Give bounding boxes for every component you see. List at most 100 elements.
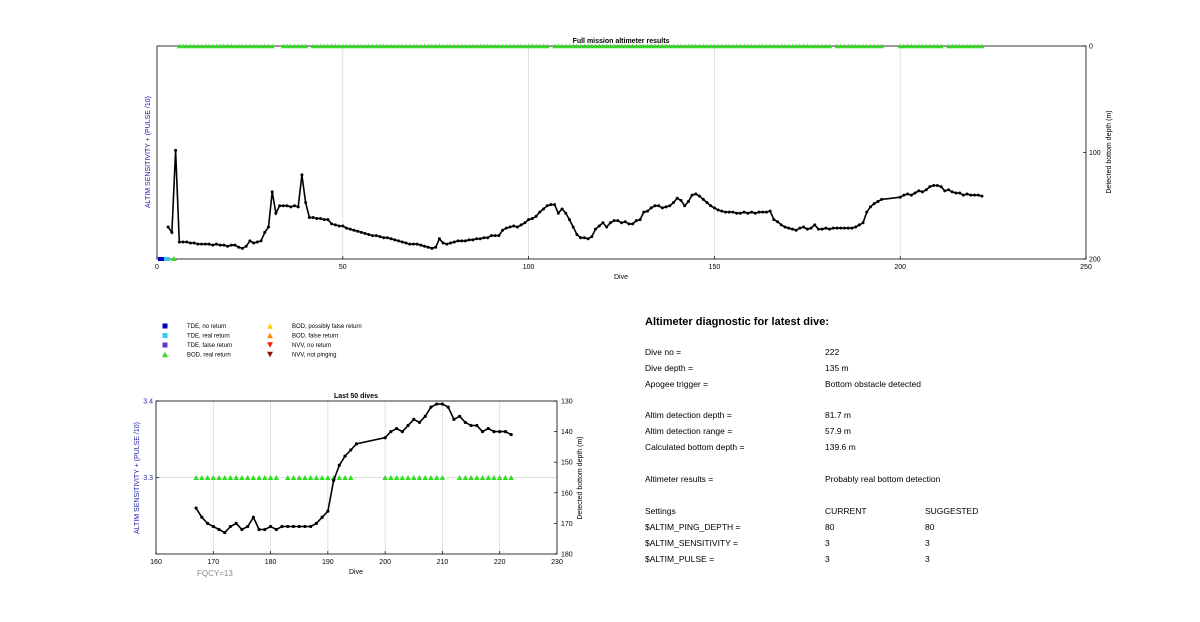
depth-point bbox=[738, 211, 742, 215]
bod-marker bbox=[285, 475, 291, 480]
settings-header-cell: Settings bbox=[645, 506, 676, 516]
bod-marker bbox=[775, 43, 781, 49]
depth-point bbox=[226, 244, 230, 248]
bod-marker bbox=[674, 43, 680, 49]
bod-marker bbox=[474, 43, 480, 49]
bod-marker bbox=[204, 475, 211, 480]
depth-point bbox=[229, 243, 233, 247]
bod-marker bbox=[407, 43, 413, 49]
depth-point bbox=[798, 226, 802, 230]
last50-depth-point bbox=[268, 524, 273, 529]
bod-marker bbox=[522, 43, 528, 49]
bod-marker bbox=[251, 43, 257, 49]
diagnostic-label: Altim detection range = bbox=[645, 426, 732, 436]
legend-triangle-icon bbox=[267, 351, 273, 358]
legend-triangle-icon bbox=[267, 332, 273, 339]
last50-depth-points bbox=[194, 402, 513, 535]
depth-point bbox=[345, 226, 349, 230]
depth-point bbox=[802, 225, 806, 229]
depth-point bbox=[363, 231, 367, 235]
depth-point bbox=[731, 210, 735, 214]
depth-point bbox=[174, 148, 178, 152]
depth-point bbox=[423, 244, 427, 248]
bod-marker bbox=[752, 43, 758, 49]
bod-marker bbox=[325, 475, 331, 480]
depth-point bbox=[426, 245, 430, 249]
bod-marker bbox=[405, 475, 411, 480]
last50-depth-point bbox=[469, 423, 473, 428]
bod-marker bbox=[916, 43, 922, 49]
last50-bod-markers bbox=[193, 475, 514, 480]
bod-marker bbox=[589, 43, 595, 49]
depth-point bbox=[471, 238, 475, 242]
depth-point bbox=[404, 241, 408, 245]
depth-point bbox=[712, 206, 716, 210]
main-y-tick-label: 200 bbox=[1089, 257, 1101, 264]
depth-point bbox=[181, 240, 185, 244]
depth-point bbox=[816, 227, 820, 231]
last50-depth-point bbox=[349, 448, 353, 452]
depth-point bbox=[947, 188, 951, 192]
diagnostic-heading: Altimeter diagnostic for latest dive: bbox=[645, 316, 829, 328]
depth-point bbox=[965, 192, 969, 196]
bod-marker bbox=[581, 43, 587, 49]
depth-point bbox=[924, 188, 928, 192]
depth-point bbox=[564, 211, 568, 215]
depth-point bbox=[783, 225, 787, 229]
main-y-tick-label: 0 bbox=[1089, 44, 1093, 51]
depth-point bbox=[240, 246, 244, 250]
depth-point bbox=[809, 226, 813, 230]
depth-point bbox=[590, 235, 594, 239]
depth-point bbox=[434, 245, 438, 249]
last50-depth-point bbox=[274, 527, 278, 532]
last50-depth-point bbox=[211, 524, 215, 529]
depth-point bbox=[768, 209, 772, 213]
bod-marker bbox=[269, 43, 275, 49]
bod-marker bbox=[265, 43, 271, 49]
depth-point bbox=[482, 236, 486, 240]
depth-point bbox=[553, 203, 557, 207]
last50-x-tick-label: 220 bbox=[494, 559, 506, 566]
depth-point bbox=[898, 195, 902, 199]
depth-point bbox=[315, 217, 319, 221]
bod-marker bbox=[474, 475, 480, 480]
bod-marker bbox=[633, 43, 639, 49]
last50-depth-point bbox=[435, 402, 439, 406]
settings-table: Settings CURRENT SUGGESTED $ALTIM_PING_DEPT… bbox=[645, 506, 978, 564]
depth-point bbox=[943, 189, 947, 193]
last50-depth-point bbox=[509, 433, 513, 437]
bod-marker bbox=[370, 43, 376, 49]
depth-point bbox=[285, 204, 289, 208]
last50-depth-point bbox=[354, 442, 359, 446]
settings-cell: 80 bbox=[925, 522, 935, 532]
bod-marker bbox=[485, 475, 492, 480]
bod-marker bbox=[340, 43, 346, 49]
bod-marker bbox=[247, 43, 253, 49]
last50-y-left-tick-label: 3.3 bbox=[143, 475, 153, 482]
main-x-tick-label: 150 bbox=[709, 264, 721, 271]
last50-chart: Last 50 dives Dive ALTIM SENSITIVITY + (… bbox=[134, 393, 584, 578]
last50-y-right-ticks: 130 140 150 160 170 180 bbox=[554, 399, 573, 559]
last50-depth-point bbox=[246, 524, 250, 529]
bod-marker bbox=[291, 43, 297, 49]
last50-depth-point bbox=[492, 430, 496, 434]
depth-point bbox=[478, 237, 482, 241]
bod-marker bbox=[288, 43, 294, 49]
last50-depth-point bbox=[475, 423, 479, 428]
last50-y-left-tick-label: 3.4 bbox=[143, 399, 153, 406]
settings-header-cell: CURRENT bbox=[825, 506, 867, 516]
depth-point bbox=[672, 201, 676, 205]
last50-depth-point bbox=[309, 524, 313, 529]
bod-marker bbox=[812, 43, 818, 49]
bod-marker bbox=[566, 43, 572, 49]
depth-point bbox=[185, 240, 189, 244]
diagnostic-value: 57.9 m bbox=[825, 426, 851, 436]
bod-marker bbox=[689, 43, 695, 49]
depth-point bbox=[203, 242, 207, 246]
bod-marker bbox=[488, 43, 494, 49]
depth-point bbox=[694, 192, 698, 196]
depth-point bbox=[601, 221, 605, 225]
depth-point bbox=[248, 239, 252, 243]
legend-triangle-icon bbox=[267, 342, 273, 348]
depth-point bbox=[244, 244, 248, 248]
